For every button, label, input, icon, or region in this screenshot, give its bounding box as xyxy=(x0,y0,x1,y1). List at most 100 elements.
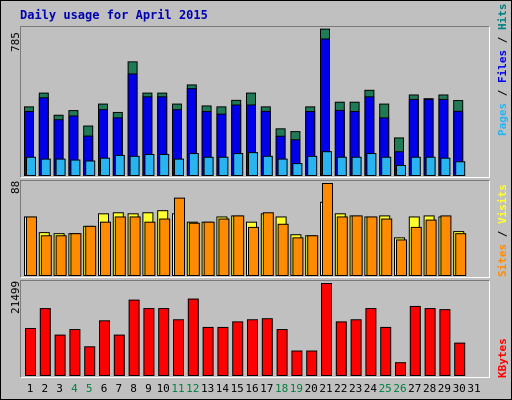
pages-bar xyxy=(440,157,451,177)
sites-bar xyxy=(440,215,452,276)
pages-bar xyxy=(26,156,36,177)
pages-bar xyxy=(262,155,273,176)
pages-bar xyxy=(55,158,66,176)
kbytes-bar xyxy=(217,326,229,377)
sites-bar xyxy=(174,197,185,277)
kbytes-bar xyxy=(276,329,288,376)
kbytes-bar xyxy=(395,362,406,376)
pages-bar xyxy=(159,153,170,177)
sites-bar xyxy=(292,237,304,276)
sites-bar xyxy=(85,225,97,276)
kbytes-bar xyxy=(350,319,362,376)
pages-bar xyxy=(70,159,81,177)
pages-bar xyxy=(144,153,155,177)
kbytes-bar xyxy=(335,321,347,376)
pages-bar xyxy=(307,155,318,176)
day-tick-label: 26 xyxy=(393,382,406,395)
day-tick-label: 29 xyxy=(438,382,451,395)
day-tick-label: 9 xyxy=(145,382,152,395)
day-tick-label: 8 xyxy=(130,382,137,395)
pages-bar xyxy=(336,156,347,177)
chart-title: Daily usage for April 2015 xyxy=(20,8,208,22)
kbytes-bar xyxy=(380,326,392,377)
pages-bar xyxy=(174,158,184,176)
kbytes-bar xyxy=(365,308,377,376)
kbytes-bar xyxy=(409,305,421,376)
kbytes-bar xyxy=(84,346,96,376)
sites-bar xyxy=(70,233,82,277)
day-tick-label: 28 xyxy=(423,382,436,395)
pages-bar xyxy=(40,158,51,176)
day-tick-label: 15 xyxy=(231,382,244,395)
kbytes-bar xyxy=(113,334,125,377)
day-tick-label: 20 xyxy=(305,382,318,395)
day-tick-label: 6 xyxy=(101,382,108,395)
day-tick-label: 18 xyxy=(275,382,288,395)
day-tick-label: 27 xyxy=(408,382,421,395)
kbytes-bar xyxy=(232,321,244,376)
sites-bar xyxy=(307,235,319,276)
day-tick-label: 2 xyxy=(41,382,48,395)
kbytes-bar xyxy=(128,299,140,376)
kbytes-bar xyxy=(39,308,51,376)
sites-bar xyxy=(336,216,348,276)
pages-bar xyxy=(248,152,258,176)
sites-bar xyxy=(159,218,171,276)
kbytes-bar xyxy=(424,308,436,376)
kbytes-bar xyxy=(261,318,273,377)
day-tick-label: 17 xyxy=(260,382,273,395)
sites-bar xyxy=(381,218,393,276)
day-tick-label: 11 xyxy=(171,382,184,395)
kbytes-bar xyxy=(306,350,318,376)
kbytes-bar xyxy=(187,298,199,376)
kbytes-bar xyxy=(25,327,36,376)
sites-bar xyxy=(40,235,52,276)
kbytes-bar xyxy=(143,308,155,376)
day-tick-label: 23 xyxy=(349,382,362,395)
sites-bar xyxy=(248,226,259,276)
day-tick-label: 1 xyxy=(27,382,34,395)
sites-bar xyxy=(188,222,200,277)
sites-bar xyxy=(322,183,333,276)
sites-bar xyxy=(100,221,111,277)
sites-bar xyxy=(396,239,407,276)
pages-bar xyxy=(410,156,421,177)
pages-bar xyxy=(322,151,332,177)
day-tick-label: 21 xyxy=(319,382,332,395)
day-tick-label: 3 xyxy=(56,382,63,395)
pages-bar xyxy=(366,153,377,176)
day-tick-label: 16 xyxy=(245,382,258,395)
pages-bar xyxy=(292,163,303,177)
kbytes-bar xyxy=(291,350,303,376)
day-tick-label: 25 xyxy=(379,382,392,395)
sites-bar xyxy=(55,235,67,276)
pages-bar xyxy=(381,156,392,177)
pages-bar xyxy=(455,161,466,176)
pages-bar xyxy=(203,156,214,177)
pages-bar xyxy=(396,164,406,176)
pages-bar xyxy=(129,155,140,176)
day-tick-label: 7 xyxy=(115,382,122,395)
day-tick-label: 30 xyxy=(453,382,466,395)
pages-bar xyxy=(425,156,436,177)
kbytes-bar xyxy=(454,342,466,377)
sites-bar xyxy=(425,219,437,277)
pages-bar xyxy=(233,153,244,176)
kbytes-bar xyxy=(321,283,332,376)
kbytes-bar xyxy=(202,326,214,377)
kbytes-bar xyxy=(69,329,81,376)
pages-bar xyxy=(114,154,125,176)
kbytes-bar xyxy=(54,334,66,377)
sites-bar xyxy=(262,212,274,276)
kbytes-bar xyxy=(439,309,451,377)
pages-bar xyxy=(188,153,199,176)
day-tick-label: 22 xyxy=(334,382,347,395)
sites-bar xyxy=(351,215,363,276)
sites-bar xyxy=(203,221,215,277)
sites-bar xyxy=(455,233,467,277)
sites-bar xyxy=(277,223,289,276)
day-tick-label: 19 xyxy=(290,382,303,395)
day-tick-label: 4 xyxy=(71,382,78,395)
day-tick-label: 24 xyxy=(364,382,378,395)
sites-bar xyxy=(26,216,37,276)
